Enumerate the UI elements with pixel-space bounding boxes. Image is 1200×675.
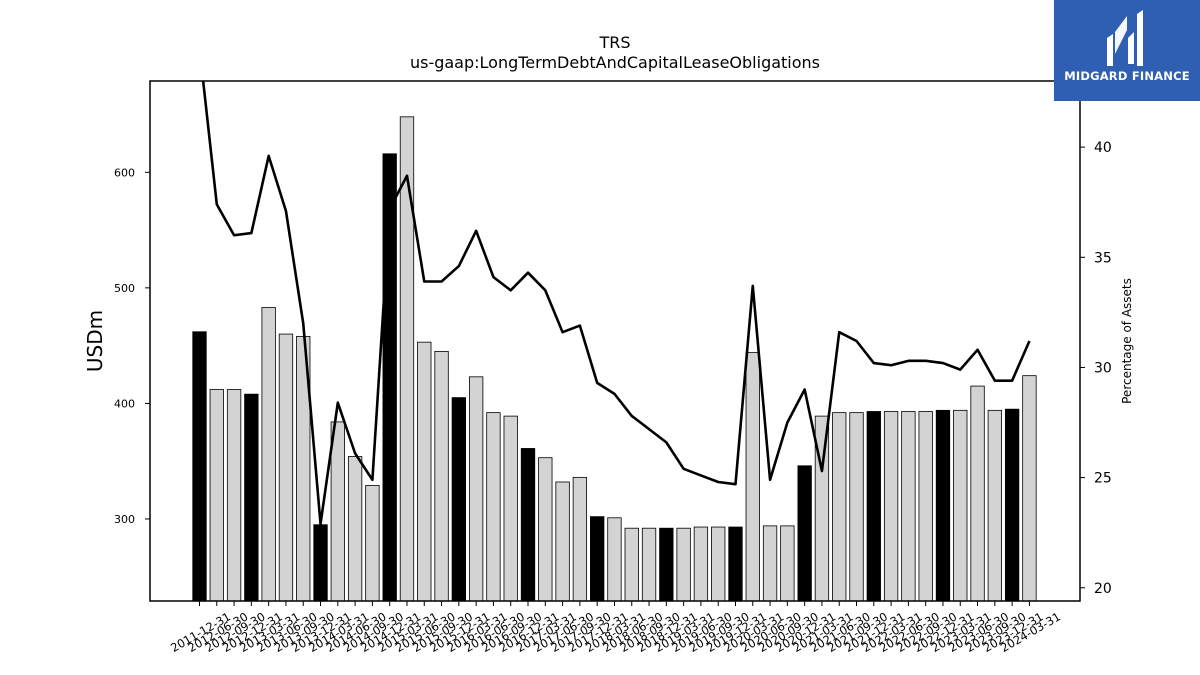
chart-title: TRS — [598, 33, 630, 52]
bar-2017-09-30 — [572, 476, 588, 602]
midgard-logo-mark-icon — [1107, 10, 1143, 66]
bar-2018-12-31 — [659, 527, 674, 602]
bar-2024-03-31 — [1022, 375, 1037, 602]
bar-2015-06-30 — [417, 341, 432, 602]
bar-2018-09-30 — [641, 527, 657, 602]
bar-2022-03-31 — [883, 411, 899, 602]
y2-tick-label-20: 20 — [1094, 581, 1112, 597]
bar-2022-12-31 — [935, 409, 951, 602]
bar-2014-03-31 — [330, 421, 345, 602]
bar-2017-12-31 — [590, 516, 605, 602]
chart-subtitle: us-gaap:LongTermDebtAndCapitalLeaseOblig… — [410, 53, 820, 72]
bar-2017-06-30 — [555, 481, 570, 602]
y2-tick-label-30: 30 — [1094, 360, 1112, 376]
bar-2023-03-31 — [953, 409, 968, 602]
bar-2019-03-31 — [676, 527, 691, 602]
bar-2020-09-30 — [780, 525, 795, 602]
bar-2023-12-31 — [1004, 408, 1020, 602]
bar-2020-06-30 — [762, 525, 778, 602]
bar-series — [192, 116, 1037, 602]
bar-2014-06-30 — [347, 456, 363, 602]
midgard-finance-logo: MIDGARD FINANCE — [1054, 0, 1200, 101]
bar-2015-12-31 — [451, 397, 467, 602]
bar-2012-06-30 — [209, 389, 224, 602]
y-tick-label-500: 500 — [114, 282, 135, 295]
bar-2019-12-31 — [728, 526, 743, 602]
bar-2017-03-31 — [538, 457, 553, 602]
bar-2019-09-30 — [711, 526, 726, 602]
bar-2013-06-30 — [278, 333, 294, 602]
bar-2015-03-31 — [399, 116, 415, 602]
plot-frame — [149, 80, 1081, 602]
bar-2020-12-31 — [797, 465, 812, 602]
bar-2016-12-31 — [520, 448, 536, 602]
y2-tick-label-35: 35 — [1094, 250, 1112, 266]
bar-2012-12-31 — [244, 393, 259, 602]
bar-2021-12-31 — [866, 411, 881, 602]
bar-2019-06-30 — [693, 526, 709, 602]
line-series — [201, 81, 1031, 526]
bar-2015-09-30 — [434, 350, 449, 602]
bar-2023-06-30 — [970, 385, 985, 602]
y-axis-label: USDm — [83, 310, 107, 372]
bar-2022-06-30 — [901, 411, 916, 602]
y-tick-label-400: 400 — [114, 397, 135, 410]
bar-2016-03-31 — [468, 376, 484, 602]
left-axis: 300 400 500 600 — [114, 166, 150, 526]
y-tick-label-300: 300 — [114, 513, 135, 526]
bar-2016-09-30 — [503, 415, 518, 602]
y2-tick-label-25: 25 — [1094, 471, 1112, 487]
y-tick-label-600: 600 — [114, 166, 135, 179]
bar-2021-06-30 — [832, 412, 847, 602]
bar-2013-03-31 — [261, 307, 276, 602]
bar-2012-09-30 — [226, 389, 242, 602]
logo-text: MIDGARD FINANCE — [1064, 69, 1190, 83]
bar-2016-06-30 — [486, 412, 501, 602]
percentage-of-assets-line — [201, 81, 1031, 526]
bar-2011-12-31 — [192, 331, 207, 602]
bar-2013-12-31 — [313, 524, 328, 602]
y2-axis-label: Percentage of Assets — [1120, 278, 1134, 404]
bar-2021-09-30 — [849, 412, 864, 602]
bar-2022-09-30 — [918, 411, 933, 602]
right-axis: 20 25 30 35 40 — [1080, 140, 1112, 597]
bar-2020-03-31 — [745, 352, 760, 602]
x-axis: 2011-12-312012-06-302012-09-302012-12-31… — [168, 601, 1063, 655]
bar-2023-09-30 — [987, 409, 1002, 602]
bar-2018-06-30 — [624, 527, 639, 602]
bar-2014-09-30 — [365, 485, 380, 602]
y2-tick-label-40: 40 — [1094, 140, 1112, 156]
bar-2018-03-31 — [607, 517, 622, 602]
